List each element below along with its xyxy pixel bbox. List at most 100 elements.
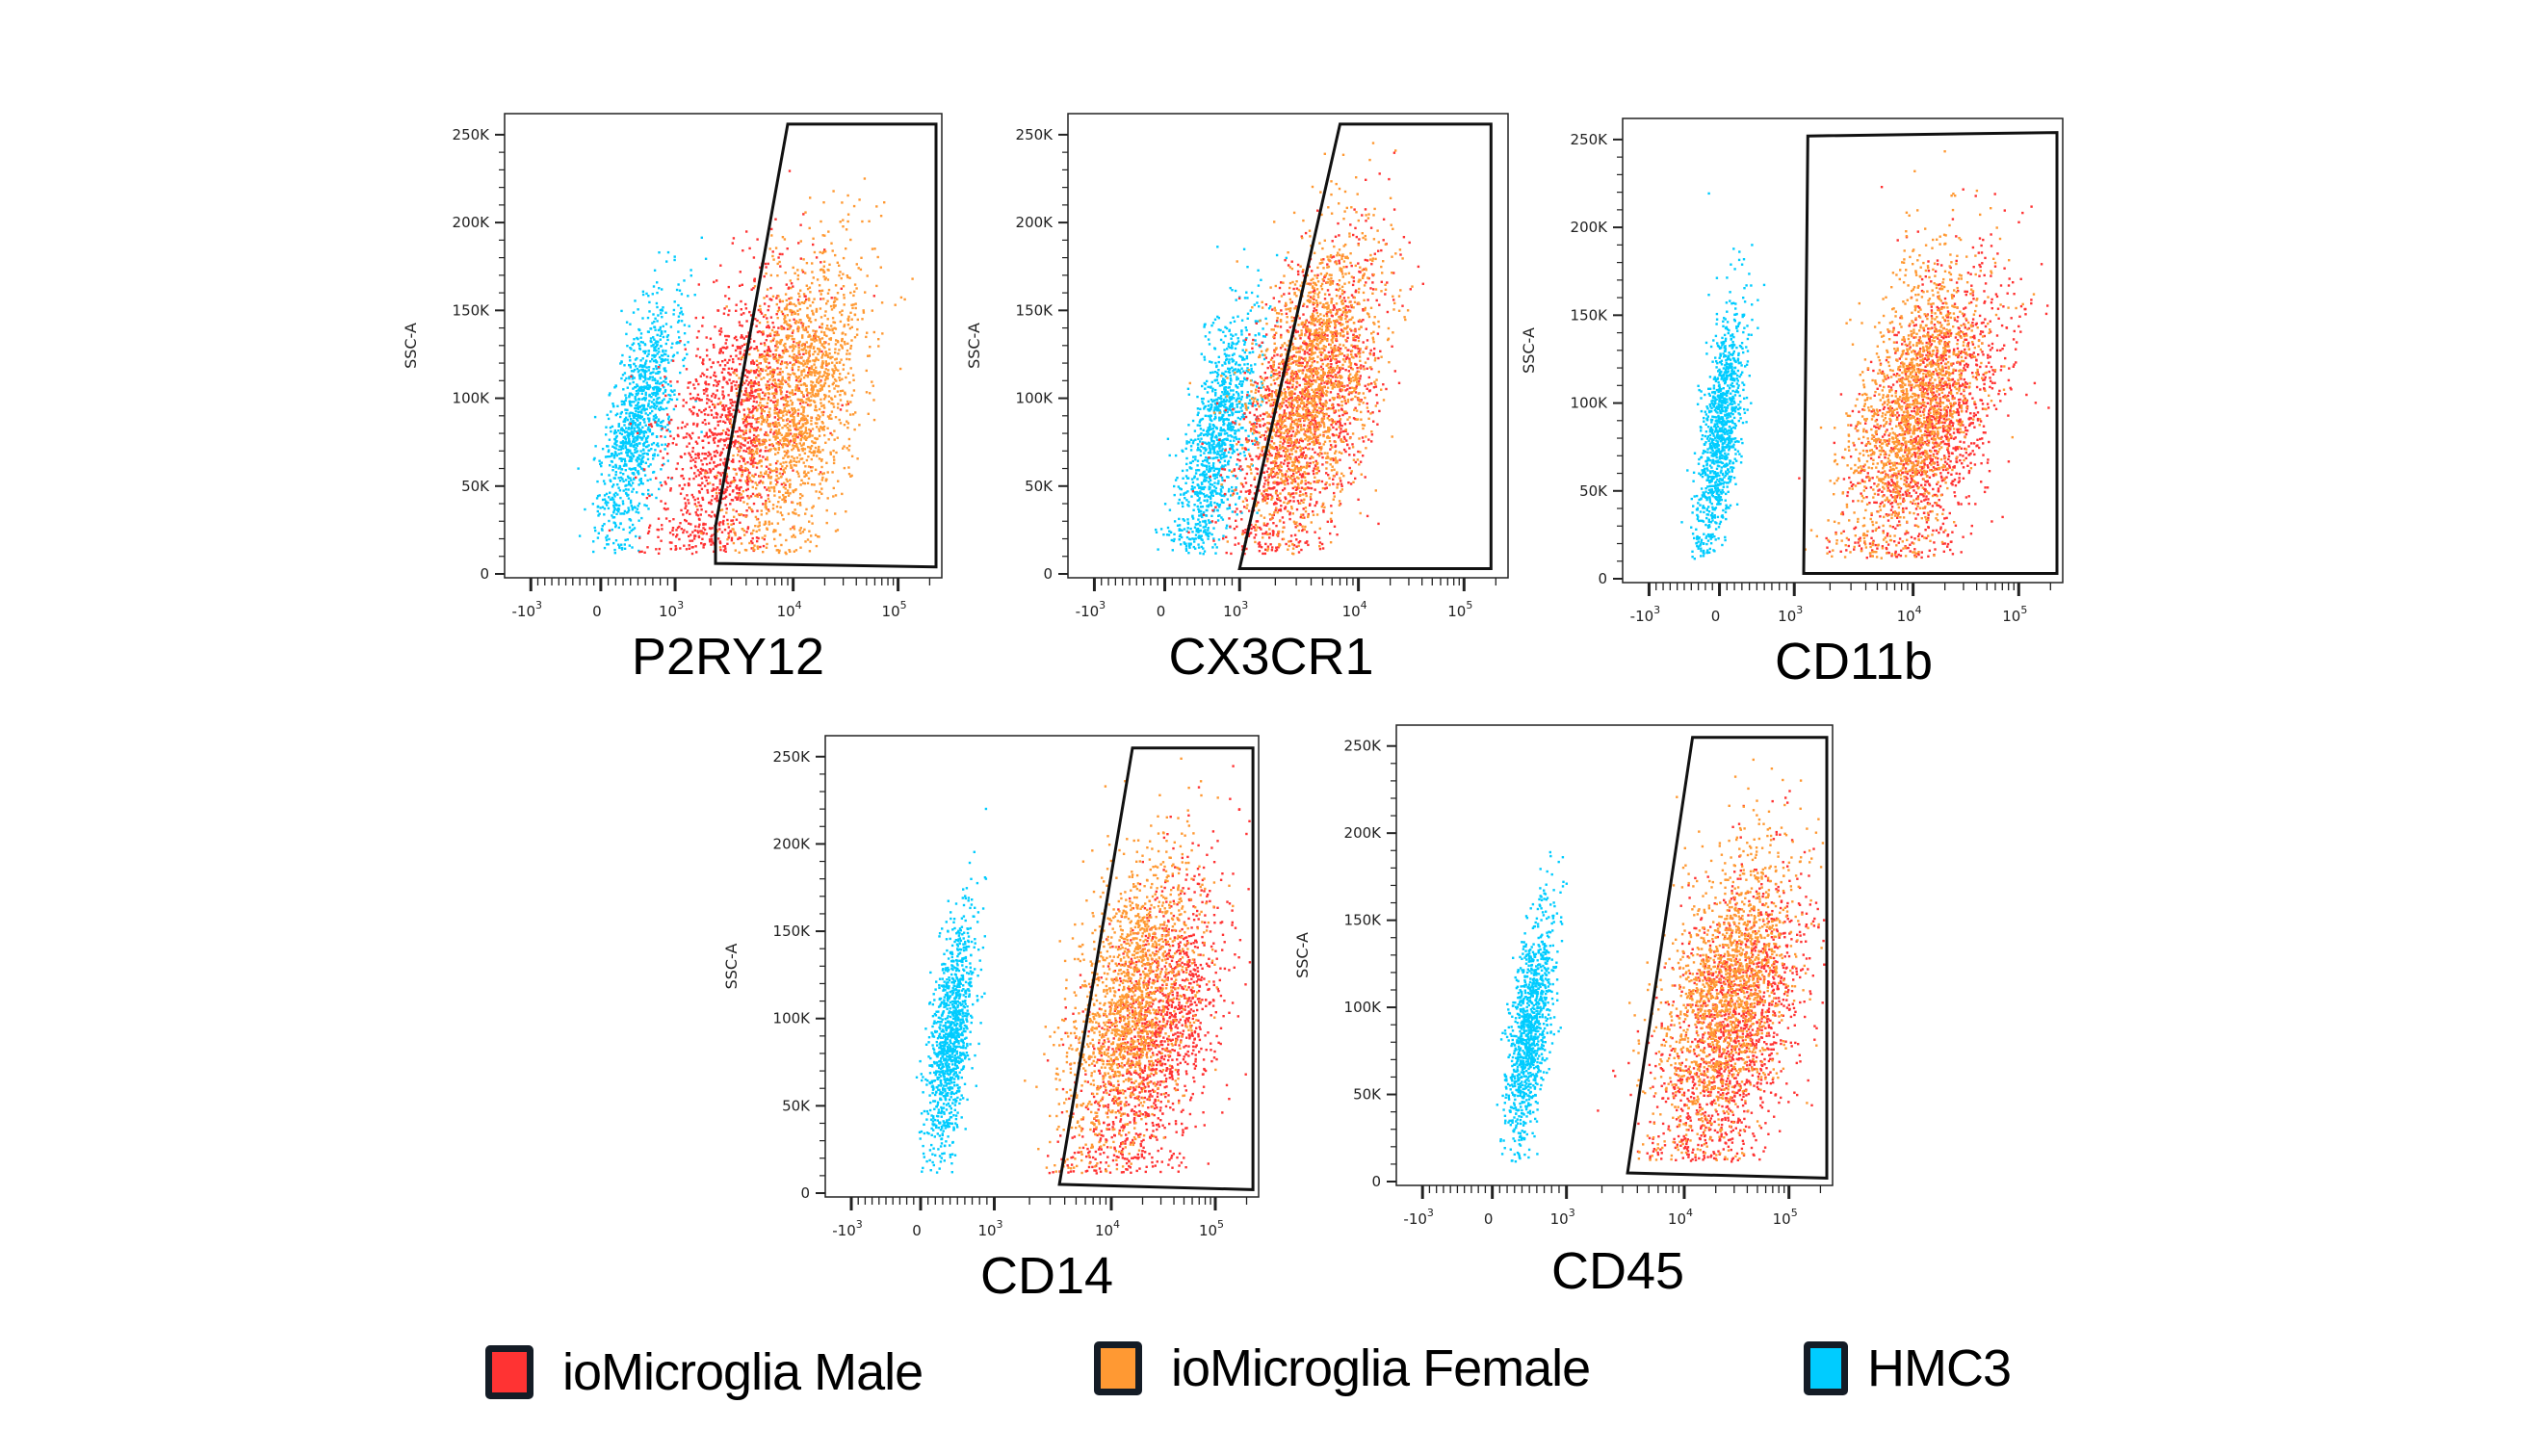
point-iomicroglia-female [827,384,831,388]
point-hmc3 [622,388,625,391]
point-hmc3 [606,543,609,546]
point-hmc3 [1227,367,1230,370]
point-iomicroglia-female [773,422,776,426]
point-iomicroglia-male [725,507,728,510]
point-hmc3 [635,442,638,446]
point-iomicroglia-male [734,479,737,481]
tick-base: 0 [592,603,602,620]
point-iomicroglia-male [711,510,714,513]
point-hmc3 [610,480,612,482]
point-iomicroglia-female [834,351,837,354]
point-iomicroglia-male [755,347,759,350]
point-iomicroglia-female [832,372,836,375]
point-hmc3 [613,429,616,432]
point-iomicroglia-female [758,461,761,464]
point-iomicroglia-female [806,481,810,484]
point-iomicroglia-female [786,434,789,437]
point-hmc3 [1217,481,1220,485]
point-iomicroglia-female [813,385,816,388]
point-iomicroglia-female [805,436,809,439]
point-hmc3 [679,371,682,375]
point-hmc3 [661,316,664,319]
point-iomicroglia-female [846,318,849,321]
point-hmc3 [619,512,622,515]
point-iomicroglia-male [785,349,788,351]
point-iomicroglia-female [794,460,798,463]
point-iomicroglia-male [752,384,755,388]
point-iomicroglia-male [820,261,822,264]
point-iomicroglia-female [814,371,818,375]
point-iomicroglia-male [696,423,699,426]
point-iomicroglia-male [663,507,666,510]
point-hmc3 [636,367,638,371]
point-iomicroglia-male [704,510,708,513]
point-hmc3 [614,539,618,542]
point-iomicroglia-female [821,428,824,431]
point-hmc3 [1208,465,1211,468]
point-iomicroglia-female [718,403,722,405]
point-iomicroglia-male [682,513,685,516]
point-hmc3 [1210,438,1213,441]
point-hmc3 [658,382,662,385]
point-iomicroglia-female [784,350,787,353]
point-iomicroglia-male [726,467,729,470]
point-iomicroglia-male [769,316,773,319]
point-iomicroglia-female [804,427,808,429]
point-hmc3 [594,529,597,533]
point-iomicroglia-male [716,382,719,386]
point-iomicroglia-female [818,428,820,430]
point-hmc3 [612,483,615,486]
point-iomicroglia-male [736,338,739,342]
point-hmc3 [690,269,692,272]
point-hmc3 [647,352,650,355]
point-iomicroglia-male [688,478,691,481]
point-hmc3 [1227,371,1230,374]
point-iomicroglia-female [772,435,775,438]
point-iomicroglia-female [868,354,872,357]
point-iomicroglia-male [710,515,713,518]
point-hmc3 [623,509,627,513]
point-iomicroglia-male [820,350,823,353]
point-hmc3 [1181,469,1184,473]
point-iomicroglia-female [825,327,828,330]
point-hmc3 [647,366,651,369]
point-iomicroglia-female [789,374,792,377]
point-iomicroglia-female [814,319,818,322]
point-iomicroglia-female [789,301,792,304]
point-hmc3 [1209,360,1211,363]
point-hmc3 [638,342,640,346]
point-iomicroglia-female [811,388,815,391]
point-hmc3 [1245,328,1248,332]
point-hmc3 [1212,409,1215,412]
point-iomicroglia-female [814,533,818,536]
point-hmc3 [596,536,600,539]
point-iomicroglia-male [745,379,748,382]
point-hmc3 [642,388,645,392]
point-hmc3 [612,456,616,459]
tick-base: -10 [511,603,535,620]
point-iomicroglia-male [668,541,672,544]
point-iomicroglia-female [798,529,801,532]
point-iomicroglia-female [853,428,856,431]
point-hmc3 [641,341,644,344]
point-hmc3 [617,425,620,428]
point-hmc3 [1178,529,1181,532]
point-hmc3 [628,400,631,403]
point-iomicroglia-female [869,346,872,349]
point-iomicroglia-male [718,472,721,475]
point-iomicroglia-female [805,507,808,511]
point-iomicroglia-male [752,287,755,290]
point-hmc3 [1205,455,1208,459]
point-iomicroglia-female [839,378,842,382]
point-hmc3 [643,343,647,347]
point-iomicroglia-male [691,405,695,408]
point-iomicroglia-male [715,394,717,397]
point-hmc3 [1227,463,1230,466]
point-iomicroglia-male [688,544,690,547]
point-hmc3 [611,460,613,463]
point-iomicroglia-male [716,416,718,419]
point-iomicroglia-female [763,438,766,441]
point-hmc3 [661,399,664,403]
point-iomicroglia-female [719,401,722,404]
point-iomicroglia-female [760,416,764,420]
